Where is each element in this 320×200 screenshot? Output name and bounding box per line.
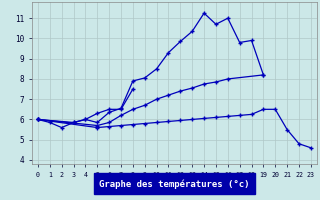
X-axis label: Graphe des températures (°c): Graphe des températures (°c) [99,179,250,189]
